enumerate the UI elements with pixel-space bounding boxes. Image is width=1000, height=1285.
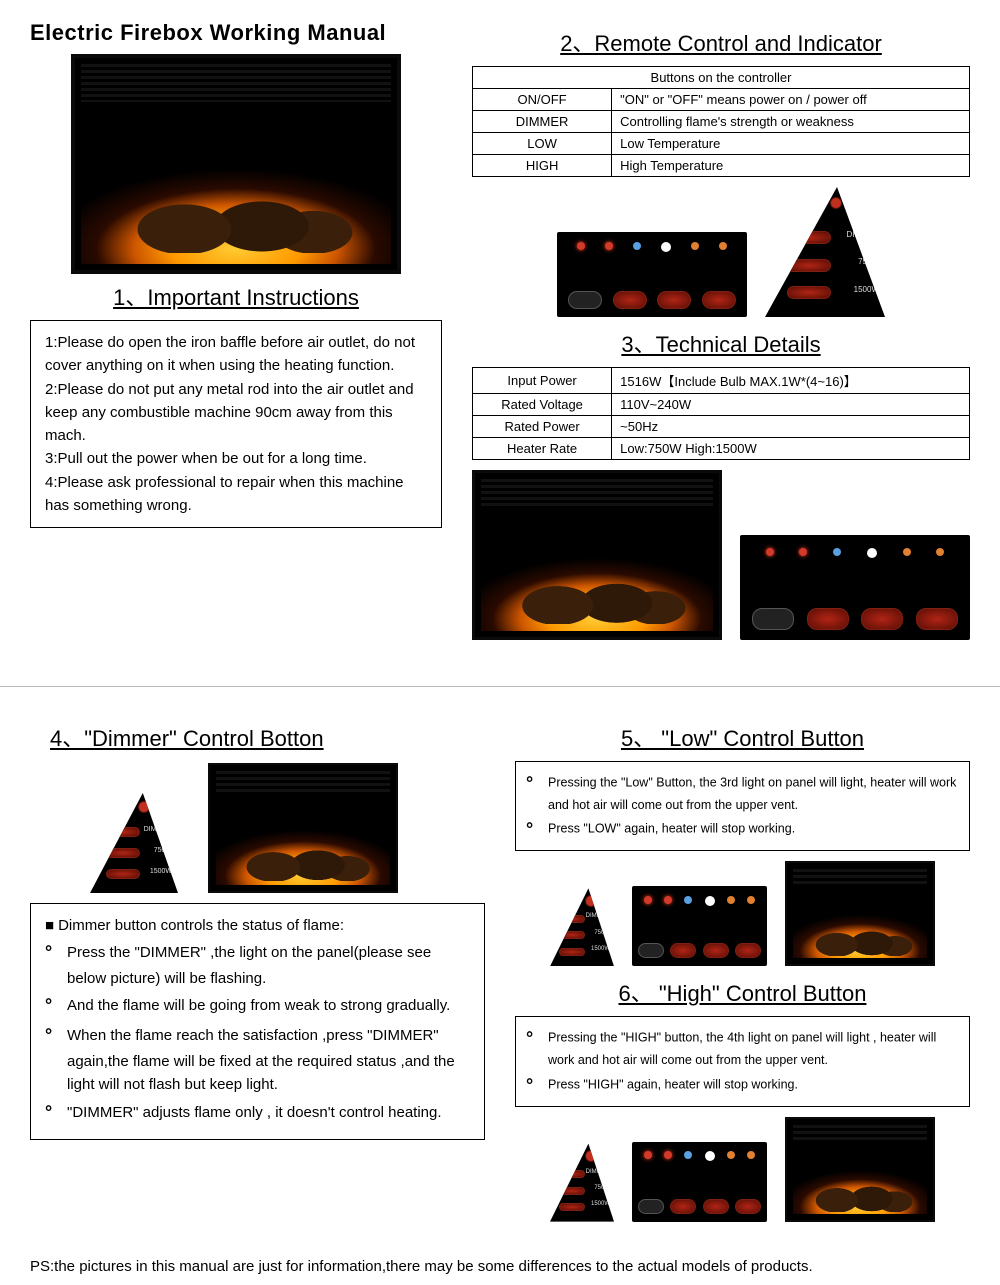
control-panel-image [632, 1142, 767, 1222]
remote-image: DIMMER 750W 1500W [90, 793, 178, 893]
divider [0, 686, 1000, 687]
section-1-title: 1、Important Instructions [30, 280, 442, 312]
control-panel-image [740, 535, 970, 640]
section-4-lead: Dimmer button controls the status of fla… [45, 914, 470, 937]
instruction-line: 3:Pull out the power when be out for a l… [45, 447, 427, 470]
instruction-line: 4:Please ask professional to repair when… [45, 471, 427, 518]
bullet-item: Press "LOW" again, heater will stop work… [526, 816, 959, 842]
power-icon [830, 197, 842, 209]
remote-image: DIMMER 750W 1500W [550, 1144, 614, 1222]
bullet-item: When the flame reach the satisfaction ,p… [45, 1022, 470, 1096]
firebox-image [785, 1117, 935, 1222]
page-title: Electric Firebox Working Manual [30, 20, 442, 46]
section-4-text: Dimmer button controls the status of fla… [30, 903, 485, 1140]
firebox-image [472, 470, 722, 640]
table-row: Heater RateLow:750W High:1500W [473, 438, 970, 460]
bullet-item: "DIMMER" adjusts flame only , it doesn't… [45, 1099, 470, 1127]
section-4-title: 4、"Dimmer" Control Botton [30, 721, 485, 753]
firebox-image [785, 861, 935, 966]
ps-footnote: PS:the pictures in this manual are just … [30, 1258, 970, 1275]
table-row: DIMMERControlling flame's strength or we… [473, 111, 970, 133]
section-6-text: Pressing the "HIGH" button, the 4th ligh… [515, 1016, 970, 1106]
firebox-image-main [71, 54, 401, 274]
section-1-text: 1:Please do open the iron baffle before … [30, 320, 442, 528]
instruction-line: 2:Please do not put any metal rod into t… [45, 378, 427, 448]
bullet-item: Press the "DIMMER" ,the light on the pan… [45, 939, 470, 990]
section-5-text: Pressing the "Low" Button, the 3rd light… [515, 761, 970, 851]
remote-image: DIMMER 750W 1500W [550, 888, 614, 966]
section-5-title: 5、 "Low" Control Button [515, 721, 970, 753]
bullet-item: Pressing the "Low" Button, the 3rd light… [526, 770, 959, 814]
section-3-table: Input Power1516W【Include Bulb MAX.1W*(4~… [472, 367, 970, 460]
section-2-title: 2、Remote Control and Indicator [472, 26, 970, 58]
section-6-title: 6、 "High" Control Button [515, 976, 970, 1008]
section-3-title: 3、Technical Details [472, 327, 970, 359]
bullet-item: Press "HIGH" again, heater will stop wor… [526, 1072, 959, 1098]
table-row: HIGHHigh Temperature [473, 155, 970, 177]
control-panel-image [557, 232, 747, 317]
bullet-item: And the flame will be going from weak to… [45, 992, 470, 1020]
table-caption: Buttons on the controller [473, 67, 970, 89]
remote-image: DIMMER 750W 1500W [765, 187, 885, 317]
instruction-line: 1:Please do open the iron baffle before … [45, 331, 427, 378]
table-row: ON/OFF"ON" or "OFF" means power on / pow… [473, 89, 970, 111]
table-row: LOWLow Temperature [473, 133, 970, 155]
control-panel-image [632, 886, 767, 966]
firebox-image [208, 763, 398, 893]
table-row: Input Power1516W【Include Bulb MAX.1W*(4~… [473, 368, 970, 394]
power-icon [585, 1150, 597, 1162]
bullet-item: Pressing the "HIGH" button, the 4th ligh… [526, 1025, 959, 1069]
table-row: Rated Voltage110V~240W [473, 394, 970, 416]
power-icon [138, 801, 150, 813]
section-2-table: Buttons on the controller ON/OFF"ON" or … [472, 66, 970, 177]
power-icon [585, 895, 597, 907]
table-row: Rated Power~50Hz [473, 416, 970, 438]
